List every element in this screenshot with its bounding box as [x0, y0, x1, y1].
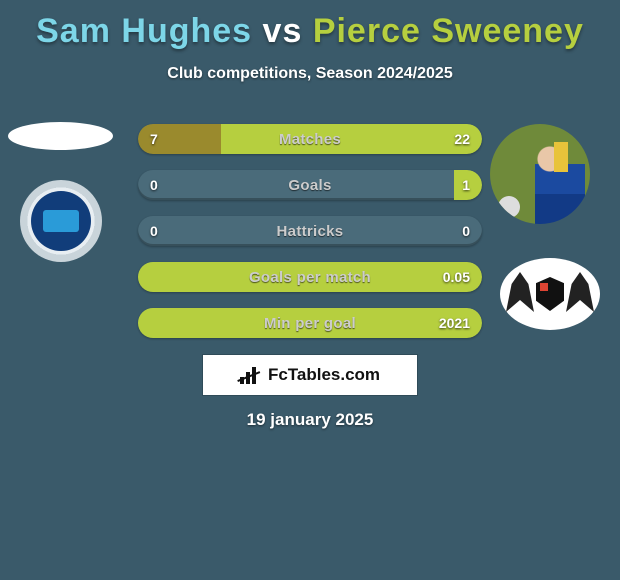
- player1-name: Sam Hughes: [36, 12, 252, 50]
- player2-club-badge: [500, 258, 600, 330]
- bar-label: Goals: [138, 170, 482, 200]
- logo-text: FcTables.com: [268, 365, 380, 385]
- bar-label: Min per goal: [138, 308, 482, 338]
- player2-name: Pierce Sweeney: [313, 12, 584, 50]
- stat-bar: Goals0 1: [138, 170, 482, 200]
- bar-label: Matches: [138, 124, 482, 154]
- vs-text: vs: [263, 12, 303, 50]
- player1-photo-placeholder: [8, 122, 113, 150]
- bar-label: Hattricks: [138, 216, 482, 246]
- bar-value-right: 22: [454, 124, 470, 154]
- bar-value-right: 0.05: [443, 262, 470, 292]
- fctables-logo: FcTables.com: [202, 354, 418, 396]
- date: 19 january 2025: [0, 410, 620, 430]
- player2-photo: [490, 124, 590, 224]
- bar-value-left: 0: [150, 216, 158, 246]
- bar-value-left: 7: [150, 124, 158, 154]
- comparison-title: Sam Hughes vs Pierce Sweeney: [0, 0, 620, 51]
- stat-bars: Matches722Goals01Hattricks00Goals per ma…: [138, 124, 482, 354]
- stat-bar: Min per goal2021: [138, 308, 482, 338]
- bar-value-left: 0: [150, 170, 158, 200]
- stat-bar: Goals per match0.05: [138, 262, 482, 292]
- bar-label: Goals per match: [138, 262, 482, 292]
- bar-value-right: 1: [462, 170, 470, 200]
- bar-value-right: 2021: [439, 308, 470, 338]
- subtitle: Club competitions, Season 2024/2025: [0, 65, 620, 83]
- bars-icon: [240, 366, 262, 384]
- stat-bar: Matches7 22: [138, 124, 482, 154]
- bar-value-right: 0: [462, 216, 470, 246]
- stat-bar: Hattricks0 0: [138, 216, 482, 246]
- player1-club-badge: [20, 180, 102, 262]
